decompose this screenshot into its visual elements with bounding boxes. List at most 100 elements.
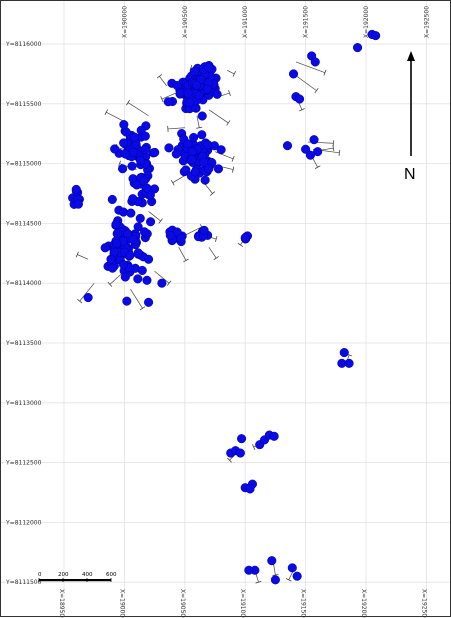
north-arrow-head bbox=[407, 51, 415, 61]
trace-end-tick bbox=[171, 180, 174, 185]
trace-end-tick bbox=[214, 256, 219, 259]
drillhole-collar bbox=[289, 70, 298, 79]
drillhole-collars bbox=[68, 30, 380, 584]
drillhole-collar bbox=[121, 273, 130, 282]
drillhole-collar bbox=[141, 132, 150, 141]
drillhole-collar bbox=[113, 229, 122, 238]
x-bottom-label: X=190500 bbox=[179, 589, 186, 618]
drillhole-collar bbox=[192, 81, 201, 90]
north-label: N bbox=[404, 166, 416, 183]
x-top-label: X=192500 bbox=[423, 6, 430, 38]
drill-trace bbox=[296, 62, 325, 73]
drillhole-collar bbox=[121, 150, 130, 159]
drill-trace bbox=[227, 70, 234, 74]
drillhole-collar bbox=[189, 133, 198, 142]
trace-end-tick bbox=[140, 307, 145, 310]
drillhole-collar bbox=[246, 485, 255, 494]
x-bottom-label: X=190000 bbox=[118, 589, 125, 618]
drillhole-collar bbox=[74, 200, 83, 209]
drillhole-collar bbox=[101, 243, 110, 252]
y-label: Y=8111500 bbox=[5, 579, 42, 586]
drillhole-collar bbox=[198, 112, 207, 121]
trace-end-tick bbox=[233, 71, 236, 76]
drillhole-collar bbox=[217, 145, 226, 154]
drillhole-collar bbox=[176, 89, 185, 98]
y-label: Y=8115000 bbox=[5, 161, 42, 168]
drillhole-collar bbox=[129, 148, 138, 157]
drill-trace bbox=[106, 112, 124, 122]
trace-end-tick bbox=[210, 192, 215, 196]
drill-trace bbox=[128, 103, 149, 116]
drillhole-collar bbox=[203, 85, 212, 94]
drillhole-collar bbox=[120, 120, 129, 129]
drillhole-collar bbox=[108, 195, 117, 204]
drillhole-collar bbox=[140, 227, 149, 236]
north-arrow: N bbox=[404, 51, 416, 183]
scale-bar-label: 0 bbox=[38, 572, 42, 578]
y-label: Y=8112500 bbox=[5, 460, 42, 467]
drillhole-collar bbox=[295, 95, 304, 104]
trace-end-tick bbox=[238, 243, 243, 246]
drill-trace bbox=[159, 76, 166, 86]
y-label: Y=8114000 bbox=[5, 280, 42, 287]
x-top-label: X=190500 bbox=[182, 6, 189, 38]
drill-trace bbox=[130, 289, 142, 308]
x-top-label: X=191000 bbox=[242, 6, 249, 38]
drillhole-collar bbox=[112, 220, 121, 229]
x-top-label: X=192000 bbox=[363, 6, 370, 38]
drillhole-collar bbox=[129, 194, 138, 203]
drillhole-collar bbox=[353, 43, 362, 52]
drillhole-collar bbox=[205, 64, 214, 73]
y-label: Y=8114500 bbox=[5, 220, 42, 227]
drillhole-collar bbox=[345, 359, 354, 368]
drillhole-collar bbox=[150, 148, 159, 157]
drillhole-collar bbox=[72, 185, 81, 194]
drillhole-collar bbox=[119, 139, 128, 148]
drillhole-collar bbox=[241, 233, 250, 242]
trace-end-tick bbox=[157, 74, 162, 78]
drillhole-collar bbox=[237, 434, 246, 443]
drillhole-collar bbox=[245, 566, 254, 575]
drillhole-collar bbox=[144, 298, 153, 307]
drillhole-collar bbox=[126, 251, 135, 260]
drillhole-collar bbox=[127, 209, 136, 218]
trace-end-tick bbox=[77, 299, 82, 303]
drillhole-collar bbox=[119, 260, 128, 269]
drillhole-collar bbox=[311, 58, 320, 67]
scale-bar-label: 400 bbox=[82, 572, 93, 578]
drillhole-collar bbox=[123, 297, 132, 306]
drillhole-collar bbox=[164, 97, 173, 106]
trace-end-tick bbox=[315, 88, 319, 93]
drillhole-collar bbox=[214, 165, 223, 174]
drill-trace bbox=[173, 176, 185, 183]
drillhole-collar bbox=[141, 145, 150, 154]
drillhole-collar bbox=[205, 165, 214, 174]
drillhole-collar bbox=[136, 214, 145, 223]
scale-bar-line bbox=[39, 579, 111, 581]
drillhole-collar bbox=[288, 564, 297, 573]
trace-end-tick bbox=[105, 110, 108, 115]
drillhole-collar bbox=[108, 264, 117, 273]
drillhole-collar bbox=[236, 449, 245, 458]
drillhole-collar bbox=[146, 217, 155, 226]
trace-end-tick bbox=[159, 219, 163, 224]
drill-trace bbox=[77, 254, 88, 259]
drillhole-collar bbox=[190, 67, 199, 76]
y-label: Y=8116000 bbox=[5, 41, 42, 48]
drillhole-collar bbox=[340, 348, 349, 357]
drillhole-collar bbox=[371, 31, 380, 40]
trace-end-tick bbox=[315, 166, 320, 169]
drillhole-collar bbox=[213, 90, 222, 99]
trace-end-tick bbox=[183, 259, 188, 262]
drillhole-collar bbox=[188, 155, 197, 164]
drillhole-collar bbox=[267, 556, 276, 565]
scale-bar-label: 600 bbox=[106, 572, 117, 578]
drillhole-collar bbox=[110, 145, 119, 154]
drillhole-collar bbox=[185, 99, 194, 108]
drill-trace bbox=[209, 247, 216, 258]
drillhole-collar bbox=[201, 176, 210, 185]
drillhole-collar bbox=[270, 432, 279, 441]
